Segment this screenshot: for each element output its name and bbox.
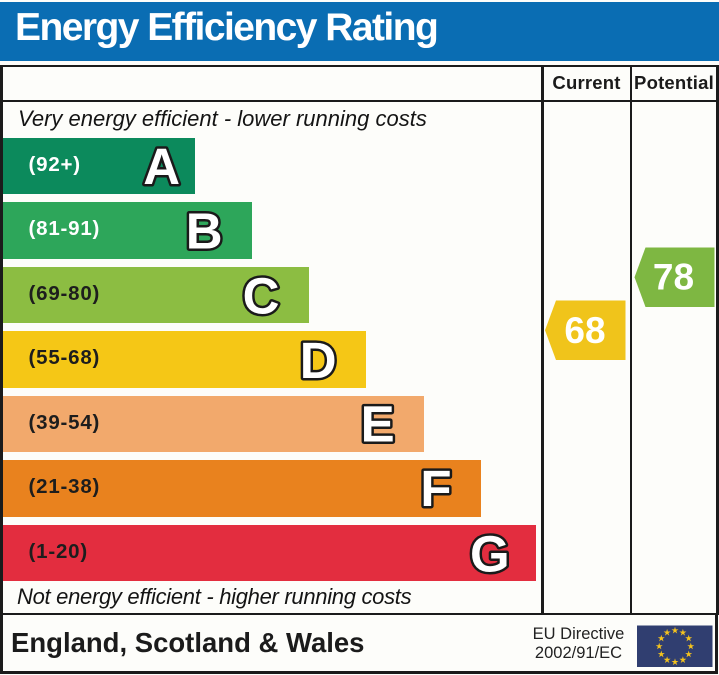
svg-text:A: A	[143, 138, 180, 195]
svg-text:B: B	[186, 202, 223, 259]
svg-text:68: 68	[564, 310, 605, 351]
svg-text:F: F	[420, 460, 451, 517]
svg-text:78: 78	[653, 257, 694, 298]
svg-text:E: E	[361, 395, 395, 452]
svg-text:C: C	[243, 267, 280, 324]
svg-text:G: G	[470, 525, 510, 582]
svg-text:D: D	[300, 332, 337, 389]
